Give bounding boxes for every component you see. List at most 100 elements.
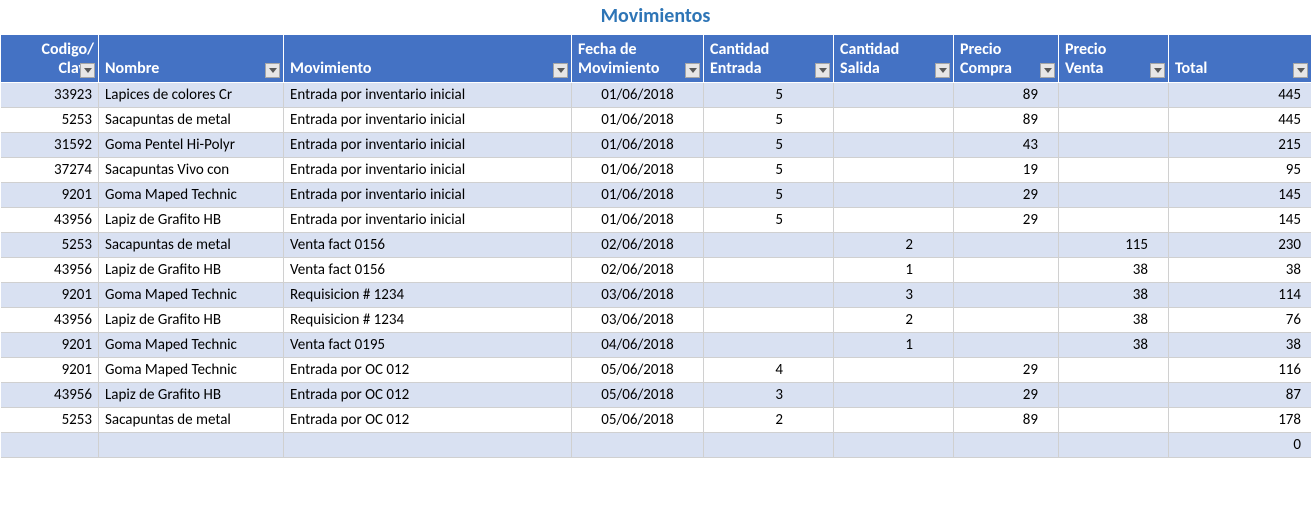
cell-salida[interactable]: 2 xyxy=(834,233,954,258)
cell-entrada[interactable] xyxy=(704,258,834,283)
filter-dropdown-icon[interactable] xyxy=(815,63,830,78)
table-row[interactable]: 43956Lapiz de Grafito HBRequisicion # 12… xyxy=(1,308,1311,333)
table-row[interactable]: 37274Sacapuntas Vivo conEntrada por inve… xyxy=(1,158,1311,183)
cell-nombre[interactable]: Goma Maped Technic xyxy=(99,283,284,308)
cell-fecha[interactable]: 01/06/2018 xyxy=(572,158,704,183)
cell-total[interactable]: 145 xyxy=(1169,183,1311,208)
filter-dropdown-icon[interactable] xyxy=(685,63,700,78)
cell-salida[interactable] xyxy=(834,383,954,408)
cell-nombre[interactable]: Sacapuntas Vivo con xyxy=(99,158,284,183)
cell-venta[interactable] xyxy=(1059,433,1169,458)
cell-compra[interactable]: 89 xyxy=(954,83,1059,108)
cell-salida[interactable]: 1 xyxy=(834,333,954,358)
cell-salida[interactable] xyxy=(834,408,954,433)
table-row[interactable]: 5253Sacapuntas de metalVenta fact 015602… xyxy=(1,233,1311,258)
cell-venta[interactable] xyxy=(1059,383,1169,408)
cell-entrada[interactable]: 2 xyxy=(704,408,834,433)
cell-venta[interactable] xyxy=(1059,358,1169,383)
cell-codigo[interactable]: 37274 xyxy=(1,158,99,183)
cell-compra[interactable] xyxy=(954,233,1059,258)
cell-codigo[interactable]: 5253 xyxy=(1,108,99,133)
cell-venta[interactable]: 38 xyxy=(1059,308,1169,333)
cell-total[interactable]: 114 xyxy=(1169,283,1311,308)
cell-fecha[interactable]: 03/06/2018 xyxy=(572,283,704,308)
cell-movimiento[interactable]: Venta fact 0195 xyxy=(284,333,572,358)
table-row[interactable]: 31592Goma Pentel Hi-PolyrEntrada por inv… xyxy=(1,133,1311,158)
cell-codigo[interactable]: 9201 xyxy=(1,283,99,308)
cell-nombre[interactable]: Lapiz de Grafito HB xyxy=(99,383,284,408)
cell-total[interactable]: 445 xyxy=(1169,108,1311,133)
cell-codigo[interactable]: 9201 xyxy=(1,333,99,358)
cell-movimiento[interactable]: Entrada por OC 012 xyxy=(284,383,572,408)
table-row[interactable]: 33923Lapices de colores CrEntrada por in… xyxy=(1,83,1311,108)
cell-codigo[interactable]: 43956 xyxy=(1,383,99,408)
cell-total[interactable]: 76 xyxy=(1169,308,1311,333)
cell-codigo[interactable]: 5253 xyxy=(1,408,99,433)
cell-venta[interactable] xyxy=(1059,83,1169,108)
cell-salida[interactable] xyxy=(834,433,954,458)
cell-salida[interactable] xyxy=(834,83,954,108)
cell-total[interactable]: 230 xyxy=(1169,233,1311,258)
cell-venta[interactable] xyxy=(1059,408,1169,433)
cell-movimiento[interactable]: Requisicion # 1234 xyxy=(284,308,572,333)
cell-movimiento[interactable]: Venta fact 0156 xyxy=(284,258,572,283)
cell-compra[interactable]: 29 xyxy=(954,208,1059,233)
cell-fecha[interactable]: 01/06/2018 xyxy=(572,208,704,233)
cell-nombre[interactable]: Goma Pentel Hi-Polyr xyxy=(99,133,284,158)
cell-entrada[interactable]: 5 xyxy=(704,133,834,158)
cell-venta[interactable]: 115 xyxy=(1059,233,1169,258)
cell-codigo[interactable] xyxy=(1,433,99,458)
cell-salida[interactable]: 1 xyxy=(834,258,954,283)
cell-nombre[interactable]: Sacapuntas de metal xyxy=(99,108,284,133)
cell-nombre[interactable]: Lapices de colores Cr xyxy=(99,83,284,108)
cell-salida[interactable] xyxy=(834,133,954,158)
cell-total[interactable]: 145 xyxy=(1169,208,1311,233)
cell-compra[interactable]: 89 xyxy=(954,408,1059,433)
cell-movimiento[interactable]: Entrada por inventario inicial xyxy=(284,83,572,108)
cell-total[interactable]: 215 xyxy=(1169,133,1311,158)
filter-dropdown-icon[interactable] xyxy=(265,63,280,78)
cell-entrada[interactable] xyxy=(704,233,834,258)
cell-fecha[interactable]: 02/06/2018 xyxy=(572,233,704,258)
cell-nombre[interactable] xyxy=(99,433,284,458)
cell-fecha[interactable]: 01/06/2018 xyxy=(572,183,704,208)
cell-codigo[interactable]: 43956 xyxy=(1,308,99,333)
cell-venta[interactable]: 38 xyxy=(1059,333,1169,358)
cell-entrada[interactable] xyxy=(704,283,834,308)
cell-nombre[interactable]: Lapiz de Grafito HB xyxy=(99,208,284,233)
cell-total[interactable]: 87 xyxy=(1169,383,1311,408)
cell-compra[interactable]: 89 xyxy=(954,108,1059,133)
cell-total[interactable]: 178 xyxy=(1169,408,1311,433)
filter-dropdown-icon[interactable] xyxy=(80,63,95,78)
cell-nombre[interactable]: Sacapuntas de metal xyxy=(99,233,284,258)
cell-codigo[interactable]: 43956 xyxy=(1,208,99,233)
cell-nombre[interactable]: Goma Maped Technic xyxy=(99,333,284,358)
filter-dropdown-icon[interactable] xyxy=(1150,63,1165,78)
cell-nombre[interactable]: Sacapuntas de metal xyxy=(99,408,284,433)
table-row[interactable]: 9201Goma Maped TechnicEntrada por OC 012… xyxy=(1,358,1311,383)
cell-entrada[interactable] xyxy=(704,333,834,358)
cell-entrada[interactable] xyxy=(704,308,834,333)
cell-venta[interactable] xyxy=(1059,208,1169,233)
cell-fecha[interactable] xyxy=(572,433,704,458)
cell-codigo[interactable]: 31592 xyxy=(1,133,99,158)
table-row[interactable]: 43956Lapiz de Grafito HBEntrada por inve… xyxy=(1,208,1311,233)
filter-dropdown-icon[interactable] xyxy=(553,63,568,78)
filter-dropdown-icon[interactable] xyxy=(1040,63,1055,78)
table-row[interactable]: 43956Lapiz de Grafito HBEntrada por OC 0… xyxy=(1,383,1311,408)
cell-venta[interactable]: 38 xyxy=(1059,258,1169,283)
cell-fecha[interactable]: 02/06/2018 xyxy=(572,258,704,283)
cell-movimiento[interactable]: Entrada por inventario inicial xyxy=(284,183,572,208)
cell-codigo[interactable]: 5253 xyxy=(1,233,99,258)
cell-movimiento[interactable]: Entrada por inventario inicial xyxy=(284,108,572,133)
cell-entrada[interactable]: 5 xyxy=(704,83,834,108)
cell-movimiento[interactable]: Entrada por inventario inicial xyxy=(284,133,572,158)
cell-fecha[interactable]: 01/06/2018 xyxy=(572,83,704,108)
cell-entrada[interactable] xyxy=(704,433,834,458)
cell-entrada[interactable]: 5 xyxy=(704,183,834,208)
cell-codigo[interactable]: 9201 xyxy=(1,358,99,383)
cell-nombre[interactable]: Goma Maped Technic xyxy=(99,358,284,383)
cell-entrada[interactable]: 4 xyxy=(704,358,834,383)
cell-salida[interactable] xyxy=(834,208,954,233)
table-row[interactable]: 0 xyxy=(1,433,1311,458)
